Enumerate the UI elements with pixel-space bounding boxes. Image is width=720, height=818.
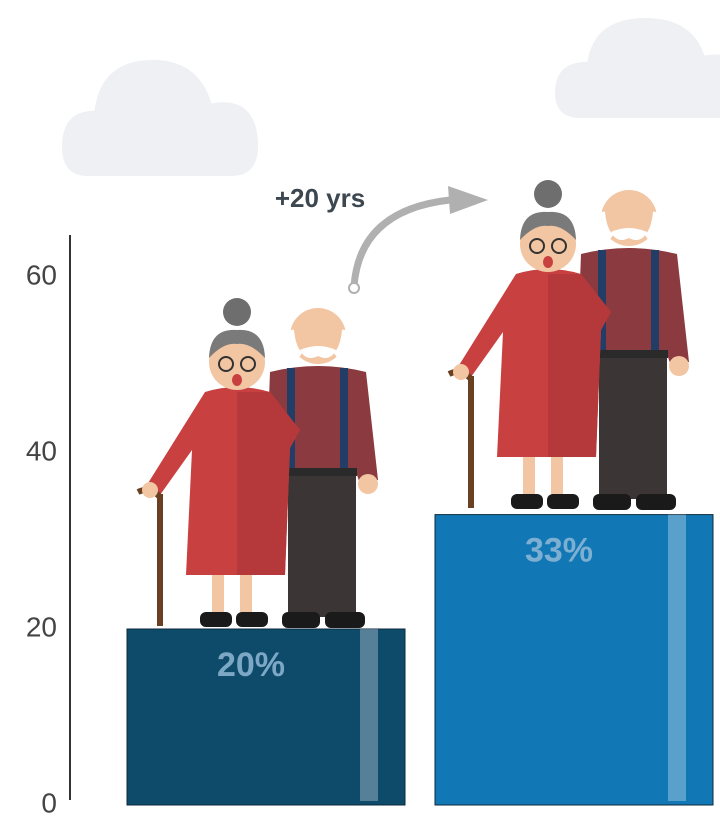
y-tick-label: 0 [41, 787, 57, 818]
y-tick-label: 60 [26, 259, 57, 290]
cloud [555, 18, 720, 118]
couple [138, 298, 378, 628]
arrow-head [448, 186, 488, 214]
cloud [62, 60, 258, 176]
page: +20 yrs 20%33% 0204060 (() => { const da… [0, 0, 720, 818]
arrow-tail [349, 283, 359, 293]
arrow [354, 200, 450, 286]
annotation: +20 yrs [275, 183, 365, 213]
couple [449, 180, 689, 510]
value-label: 33% [525, 532, 593, 570]
y-tick-label: 20 [26, 611, 57, 642]
value-label: 20% [217, 646, 285, 684]
bar-highlight [668, 515, 686, 801]
y-tick-label: 40 [26, 435, 57, 466]
bar-highlight [360, 629, 378, 801]
chart: +20 yrs 20% 33% 0 20 40 60 [0, 0, 720, 818]
